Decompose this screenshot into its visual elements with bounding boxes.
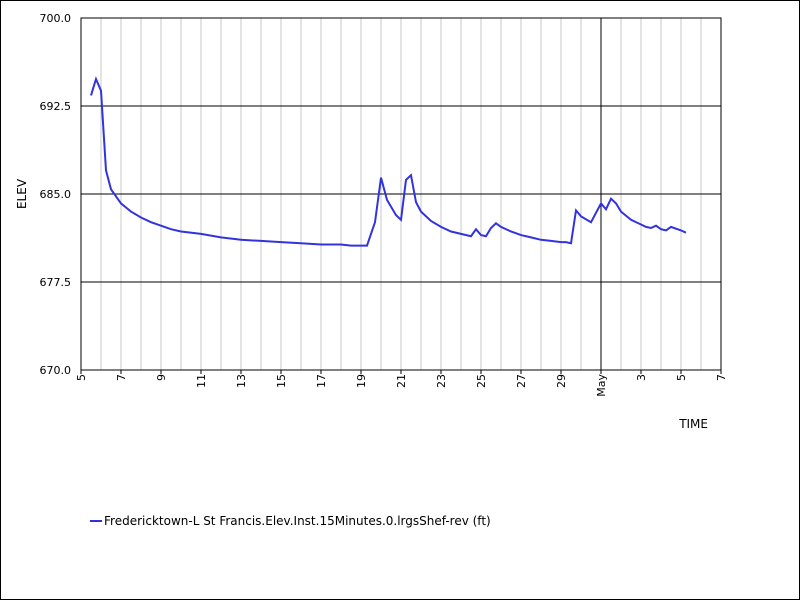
x-tick-label: 17 [315, 374, 328, 388]
y-tick-label: 670.0 [40, 364, 72, 377]
x-tick-label: 13 [235, 374, 248, 388]
y-tick-label: 677.5 [40, 276, 72, 289]
x-tick-label: 9 [155, 374, 168, 381]
x-axis-title: TIME [678, 417, 708, 431]
series-line [90, 76, 687, 247]
x-tick-label: 7 [115, 374, 128, 381]
y-tick-label: 685.0 [40, 188, 72, 201]
x-tick-label: 15 [275, 374, 288, 388]
x-tick-label: 27 [515, 374, 528, 388]
x-tick-label: 5 [75, 374, 88, 381]
x-axis-ticks: 5 7 9 11 13 15 17 19 21 23 25 27 29 May 3 5 7 [75, 370, 728, 397]
x-tick-label: 3 [635, 374, 648, 381]
y-tick-label: 692.5 [40, 100, 72, 113]
legend-label: Fredericktown-L St Francis.Elev.Inst.15M… [104, 514, 491, 528]
y-axis-ticks: 670.0 677.5 685.0 692.5 700.0 [40, 12, 72, 377]
x-tick-label: May [595, 374, 608, 397]
horizontal-gridlines [81, 105, 721, 283]
x-tick-label: 29 [555, 374, 568, 388]
x-tick-label: 23 [435, 374, 448, 388]
x-tick-label: 7 [715, 374, 728, 381]
y-axis-title: ELEV [15, 178, 29, 209]
x-tick-label: 21 [395, 374, 408, 388]
x-tick-label: 25 [475, 374, 488, 388]
x-tick-label: 19 [355, 374, 368, 388]
x-tick-label: 11 [195, 374, 208, 388]
x-tick-label: 5 [675, 374, 688, 381]
y-tick-label: 700.0 [40, 12, 72, 25]
